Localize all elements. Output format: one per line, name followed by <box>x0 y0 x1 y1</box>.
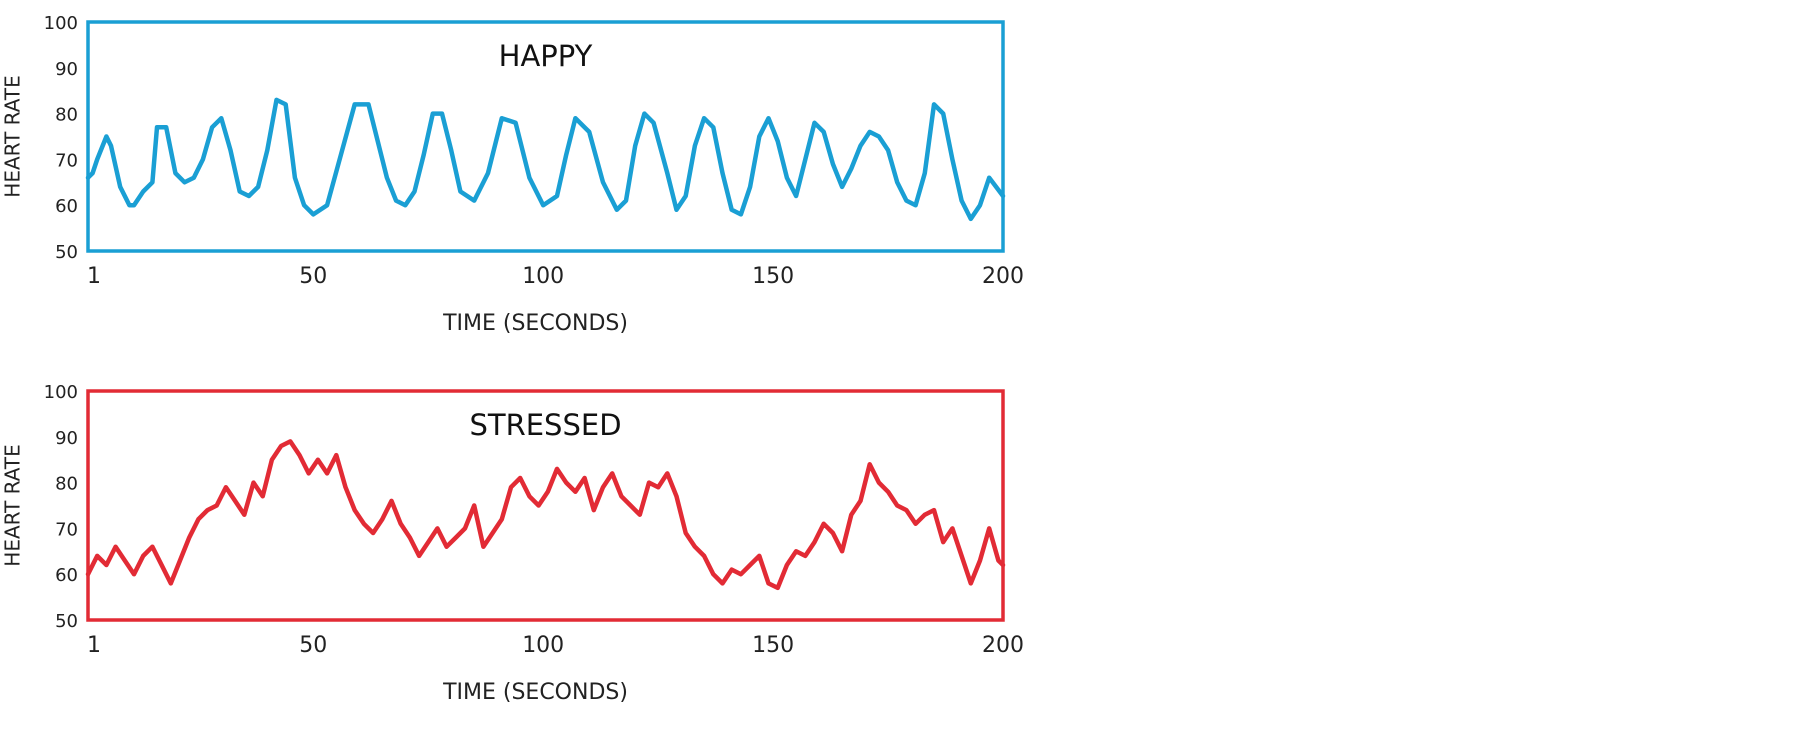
happy-xtick-label: 50 <box>299 264 327 289</box>
stressed-chart-title: STRESSED <box>469 408 621 442</box>
happy-ytick-label: 90 <box>55 59 78 80</box>
stressed-series-line <box>85 439 1006 591</box>
stressed-ytick-label: 70 <box>55 519 78 540</box>
stressed-plot-frame <box>86 389 1005 622</box>
stressed-ytick-label: 80 <box>55 474 78 495</box>
happy-ytick-label: 70 <box>55 150 78 171</box>
happy-xtick-label: 200 <box>982 264 1024 289</box>
stressed-ytick-label: 100 <box>44 382 78 403</box>
happy-xtick-label: 1 <box>87 264 101 289</box>
happy-ytick-label: 60 <box>55 196 78 217</box>
happy-y-axis-label: HEART RATE <box>1 75 25 197</box>
happy-ytick-label: 80 <box>55 105 78 126</box>
stressed-xtick-label: 150 <box>752 633 794 658</box>
stressed-xtick-label: 100 <box>522 633 564 658</box>
stressed-y-axis-label: HEART RATE <box>1 444 25 566</box>
stressed-ytick-label: 50 <box>55 611 78 632</box>
happy-xtick-label: 100 <box>522 264 564 289</box>
happy-plot-frame <box>86 20 1005 253</box>
stressed-ytick-label: 60 <box>55 565 78 586</box>
happy-xtick-label: 150 <box>752 264 794 289</box>
stressed-xtick-label: 1 <box>87 633 101 658</box>
stressed-xtick-label: 50 <box>299 633 327 658</box>
happy-ytick-label: 50 <box>55 242 78 263</box>
happy-chart-title: HAPPY <box>499 39 593 73</box>
stressed-x-axis-label: TIME (SECONDS) <box>442 680 628 705</box>
stressed-xtick-label: 200 <box>982 633 1024 658</box>
stressed-ytick-label: 90 <box>55 428 78 449</box>
happy-x-axis-label: TIME (SECONDS) <box>442 311 628 336</box>
happy-ytick-label: 100 <box>44 13 78 34</box>
happy-series-line <box>85 97 1006 222</box>
